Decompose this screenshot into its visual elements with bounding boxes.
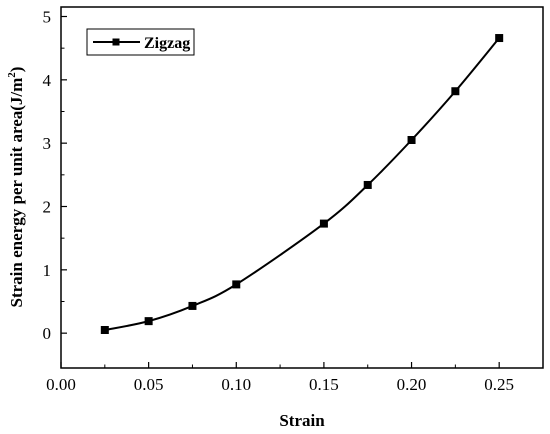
y-tick-label: 5: [43, 8, 52, 27]
data-point-zigzag: [319, 219, 328, 228]
x-axis-ticks: 0.00 0.05 0.10 0.15 0.20 0.25: [46, 362, 514, 394]
series-line-zigzag: [104, 37, 500, 331]
y-axis-title-main: Strain energy per unit area(J/m: [7, 78, 26, 308]
data-point-zigzag: [100, 326, 109, 334]
y-axis-title-tail: ): [7, 67, 26, 73]
data-point-zigzag: [144, 317, 153, 326]
y-axis-ticks: 0 1 2 3 4 5: [43, 8, 67, 343]
legend: Zigzag: [86, 28, 195, 56]
data-point-zigzag: [363, 180, 372, 189]
data-point-zigzag: [495, 34, 504, 43]
y-tick-label: 3: [43, 134, 52, 153]
data-point-zigzag: [232, 280, 241, 289]
data-point-zigzag: [451, 87, 460, 96]
x-tick-label: 0.10: [221, 375, 251, 394]
series-layer: [100, 34, 504, 334]
y-tick-label: 2: [43, 198, 52, 217]
x-tick-label: 0.20: [397, 375, 427, 394]
plot-frame: [60, 6, 544, 369]
x-axis-title: Strain: [279, 411, 325, 430]
legend-marker: [112, 38, 120, 46]
x-tick-label: 0.25: [484, 375, 514, 394]
data-point-zigzag: [407, 136, 416, 144]
y-tick-label: 0: [43, 324, 52, 343]
x-tick-label: 0.00: [46, 375, 76, 394]
x-tick-label: 0.15: [309, 375, 339, 394]
y-tick-label: 4: [43, 71, 52, 90]
x-tick-label: 0.05: [134, 375, 164, 394]
legend-label-zigzag: Zigzag: [144, 35, 190, 52]
y-tick-label: 1: [43, 261, 52, 280]
y-axis-title: Strain energy per unit area(J/m2): [6, 67, 26, 308]
data-point-zigzag: [188, 301, 197, 310]
y-axis-title-sup: 2: [6, 72, 18, 78]
